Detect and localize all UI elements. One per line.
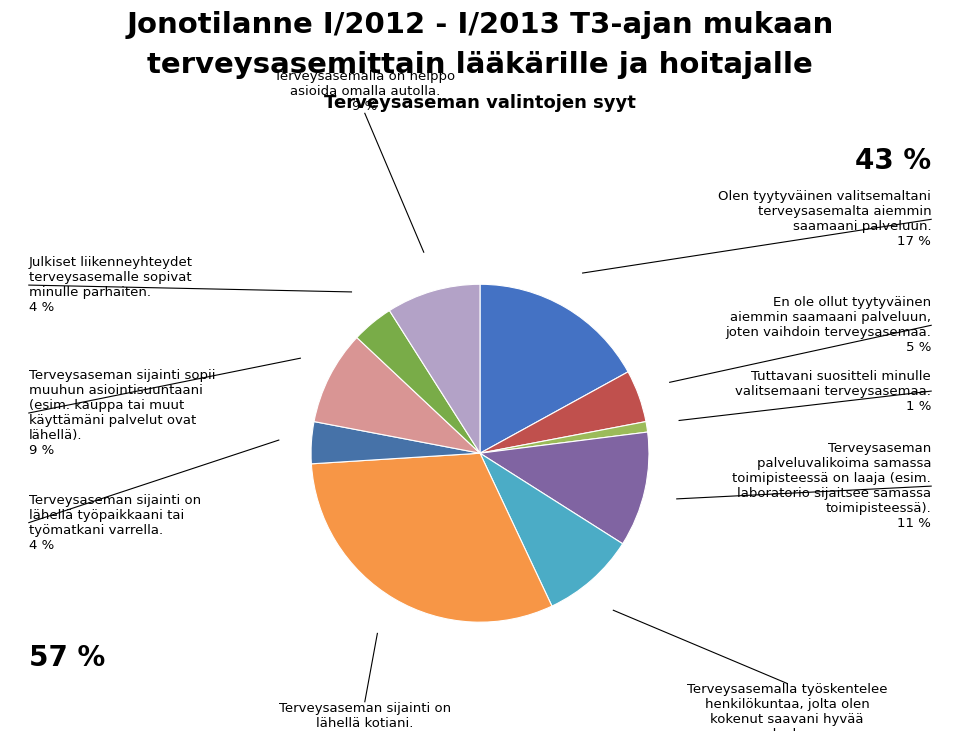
Text: Terveysasemalla on helppo
asioida omalla autolla.
9 %: Terveysasemalla on helppo asioida omalla… — [275, 70, 455, 113]
Text: 43 %: 43 % — [855, 147, 931, 175]
Text: Terveysaseman sijainti on
lähellä kotiani.
31 %: Terveysaseman sijainti on lähellä kotian… — [278, 702, 451, 731]
Text: Olen tyytyväinen valitsemaltani
terveysasemalta aiemmin
saamaani palveluun.
17 %: Olen tyytyväinen valitsemaltani terveysa… — [718, 190, 931, 249]
Text: Terveysaseman sijainti on
lähellä työpaikkaani tai
työmatkani varrella.
4 %: Terveysaseman sijainti on lähellä työpai… — [29, 493, 201, 552]
Wedge shape — [480, 284, 628, 453]
Text: Terveysaseman sijainti sopii
muuhun asiointisuuntaani
(esim. kauppa tai muut
käy: Terveysaseman sijainti sopii muuhun asio… — [29, 369, 215, 457]
Text: Tuttavani suositteli minulle
valitsemaani terveysasemaa.
1 %: Tuttavani suositteli minulle valitsemaan… — [735, 370, 931, 412]
Wedge shape — [480, 432, 649, 544]
Wedge shape — [480, 372, 646, 453]
Wedge shape — [311, 422, 480, 464]
Wedge shape — [311, 453, 552, 622]
Wedge shape — [314, 338, 480, 453]
Text: Terveysaseman valintojen syyt: Terveysaseman valintojen syyt — [324, 94, 636, 112]
Text: Terveysaseman
palveluvalikoima samassa
toimipisteessä on laaja (esim.
laboratori: Terveysaseman palveluvalikoima samassa t… — [732, 442, 931, 530]
Text: terveysasemittain lääkärille ja hoitajalle: terveysasemittain lääkärille ja hoitajal… — [147, 51, 813, 79]
Wedge shape — [390, 284, 480, 453]
Text: Terveysasemalla työskentelee
henkilökuntaa, jolta olen
kokenut saavani hyvää
pal: Terveysasemalla työskentelee henkilökunt… — [687, 683, 887, 731]
Text: En ole ollut tyytyväinen
aiemmin saamaani palveluun,
joten vaihdoin terveysasema: En ole ollut tyytyväinen aiemmin saamaan… — [726, 296, 931, 355]
Wedge shape — [480, 422, 648, 453]
Text: 57 %: 57 % — [29, 644, 105, 672]
Wedge shape — [357, 311, 480, 453]
Text: Jonotilanne I/2012 - I/2013 T3-ajan mukaan: Jonotilanne I/2012 - I/2013 T3-ajan muka… — [127, 11, 833, 39]
Text: Julkiset liikenneyhteydet
terveysasemalle sopivat
minulle parhaiten.
4 %: Julkiset liikenneyhteydet terveysasemall… — [29, 256, 193, 314]
Wedge shape — [480, 453, 623, 606]
